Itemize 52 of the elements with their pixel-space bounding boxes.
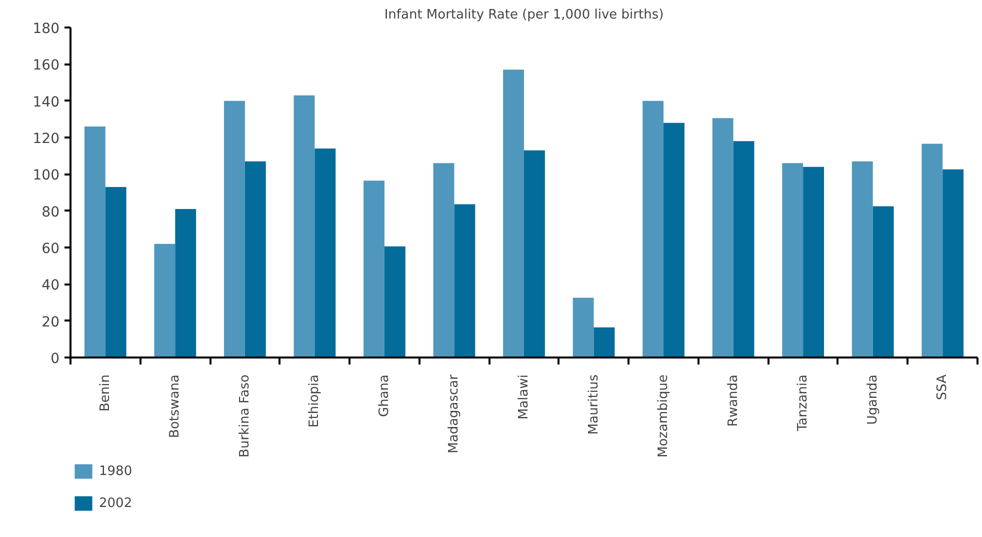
bar <box>803 166 824 358</box>
bar <box>454 204 476 358</box>
legend-label: 1980 <box>99 464 132 478</box>
bar <box>175 209 196 358</box>
y-tick-label: 140 <box>32 94 60 110</box>
y-tick-label: 40 <box>42 278 60 294</box>
y-tick-label: 120 <box>32 131 60 147</box>
bar <box>244 161 266 358</box>
bar <box>712 118 734 358</box>
y-tick-label: 60 <box>42 241 60 257</box>
legend-label: 2002 <box>99 496 132 510</box>
bar <box>942 169 964 358</box>
y-tick-label: 180 <box>32 21 60 37</box>
x-tick-label: Uganda <box>865 374 880 425</box>
y-tick-label: 100 <box>32 168 60 184</box>
y-tick-label: 160 <box>32 58 60 74</box>
bar <box>294 95 315 358</box>
x-tick-label: Rwanda <box>726 374 741 427</box>
bar <box>872 206 894 358</box>
x-tick-label: Botswana <box>168 374 183 438</box>
bar <box>852 161 873 358</box>
bar <box>154 244 176 358</box>
x-tick-label: Ghana <box>376 374 392 417</box>
bar <box>524 150 545 358</box>
x-tick-label: Malawi <box>516 374 532 420</box>
bar <box>364 180 384 358</box>
bar <box>642 100 664 358</box>
bar <box>572 298 594 358</box>
x-tick-label: Benin <box>98 374 113 412</box>
bar <box>433 163 454 358</box>
x-tick-label: Mauritius <box>586 374 602 435</box>
bar <box>224 100 245 358</box>
bar <box>105 187 126 358</box>
x-tick-label: Burkina Faso <box>237 374 252 458</box>
y-tick-label: 0 <box>50 351 60 367</box>
bar <box>503 70 524 358</box>
x-tick-label: Tanzania <box>796 374 811 432</box>
bar <box>384 246 406 358</box>
bar <box>664 122 684 358</box>
x-tick-label: Ethiopia <box>307 374 322 428</box>
bar <box>84 126 106 358</box>
x-tick-label: Madagascar <box>446 374 462 454</box>
bar <box>594 327 615 358</box>
x-tick-label: Mozambique <box>656 374 672 458</box>
chart-title: Infant Mortality Rate (per 1,000 live births) <box>384 8 664 22</box>
x-tick-label: SSA <box>935 374 950 400</box>
y-tick-label: 20 <box>42 314 60 330</box>
bar <box>733 141 754 358</box>
bar <box>922 144 943 358</box>
y-tick-label: 80 <box>42 204 60 220</box>
bar <box>782 163 804 358</box>
bar <box>314 148 336 358</box>
